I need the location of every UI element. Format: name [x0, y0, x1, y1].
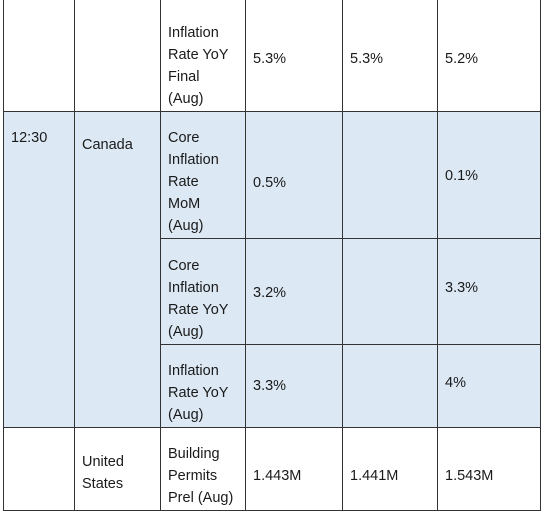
table-border: [342, 0, 343, 511]
event-line: (Aug): [168, 407, 204, 423]
event-line: Rate YoY: [168, 302, 229, 318]
event-cell: Inflation Rate YoY (Aug): [168, 360, 228, 426]
event-line: Inflation: [168, 25, 219, 41]
actual-cell: 1.443M: [253, 468, 302, 484]
country-line: Canada: [82, 137, 133, 153]
table-border: [74, 0, 75, 511]
event-line: Inflation: [168, 363, 219, 379]
event-cell: Core Inflation Rate MoM (Aug): [168, 127, 219, 237]
previous-cell: 5.3%: [350, 51, 384, 67]
event-line: Inflation: [168, 152, 219, 168]
event-line: Inflation: [168, 280, 219, 296]
actual-cell: 5.3%: [253, 51, 287, 67]
previous-cell: 1.441M: [350, 468, 399, 484]
table-border: [3, 510, 541, 511]
canada-highlight-background: [3, 112, 541, 428]
event-line: Building: [168, 446, 220, 462]
event-line: Permits: [168, 468, 218, 484]
table-border: [3, 111, 541, 112]
table-row: Inflation Rate YoY Final (Aug) 5.3% 5.3%…: [3, 0, 541, 112]
table-border: [540, 0, 541, 511]
event-line: Rate YoY: [168, 385, 229, 401]
table-border: [160, 344, 541, 345]
event-line: Rate YoY: [168, 47, 229, 63]
event-line: Core: [168, 258, 200, 274]
event-line: (Aug): [168, 324, 204, 340]
country-line: States: [82, 476, 124, 492]
table-border: [3, 427, 541, 428]
event-line: Final: [168, 69, 200, 85]
event-cell: Inflation Rate YoY Final (Aug): [168, 22, 228, 110]
consensus-cell: 5.2%: [445, 51, 479, 67]
consensus-cell: 0.1%: [445, 168, 479, 184]
actual-cell: 3.2%: [253, 285, 287, 301]
event-cell: Building Permits Prel (Aug): [168, 443, 233, 509]
consensus-cell: 4%: [445, 375, 466, 391]
economic-calendar-table: Inflation Rate YoY Final (Aug) 5.3% 5.3%…: [3, 0, 541, 511]
event-line: Rate: [168, 174, 199, 190]
table-row: Inflation Rate YoY (Aug) 3.3% 4%: [3, 345, 541, 428]
table-row: Core Inflation Rate YoY (Aug) 3.2% 3.3%: [3, 239, 541, 345]
table-border: [245, 0, 246, 511]
consensus-cell: 1.543M: [445, 468, 494, 484]
actual-cell: 3.3%: [253, 378, 287, 394]
event-cell: Core Inflation Rate YoY (Aug): [168, 255, 228, 343]
table-row: United States Building Permits Prel (Aug…: [3, 428, 541, 511]
table-border: [437, 0, 438, 511]
time-cell: 12:30: [11, 130, 48, 146]
event-line: MoM: [168, 196, 201, 212]
event-line: Prel (Aug): [168, 490, 234, 506]
table-row: 12:30 Canada Core Inflation Rate MoM (Au…: [3, 112, 541, 239]
country-cell: Canada: [82, 134, 133, 156]
table-border: [160, 238, 541, 239]
event-line: (Aug): [168, 218, 204, 234]
table-border: [3, 0, 4, 511]
country-cell: United States: [82, 451, 124, 495]
consensus-cell: 3.3%: [445, 280, 479, 296]
event-line: (Aug): [168, 91, 204, 107]
table-border: [160, 0, 161, 511]
event-line: Core: [168, 130, 200, 146]
country-line: United: [82, 454, 124, 470]
actual-cell: 0.5%: [253, 175, 287, 191]
